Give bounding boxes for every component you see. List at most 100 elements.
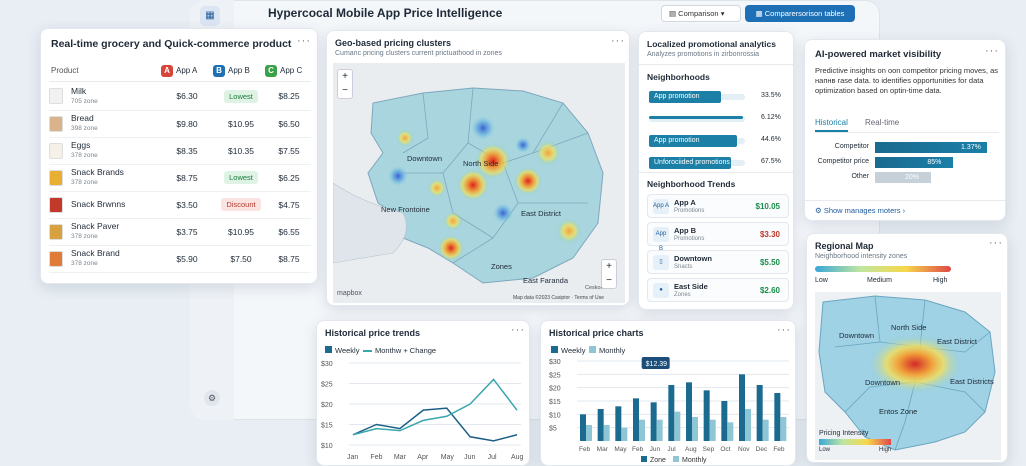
price-app-c: $6.25 bbox=[278, 172, 300, 183]
product-icon bbox=[49, 250, 63, 267]
comparison-dropdown[interactable]: ▤ Comparison ▾ bbox=[661, 5, 741, 22]
trend-row[interactable]: ▯ Downtown Snacts $5.50 bbox=[647, 250, 789, 274]
bar-weekly bbox=[703, 390, 710, 441]
table-row[interactable]: Snack Brand 378 zone $5.90 $7.50 $8.75 bbox=[49, 245, 311, 272]
trend-name: Downtown bbox=[674, 254, 712, 263]
y-tick: $10 bbox=[549, 412, 561, 419]
product-name: Milk bbox=[71, 85, 87, 96]
series-line-1 bbox=[352, 378, 518, 436]
product-zone: 378 zone bbox=[71, 260, 98, 267]
price-app-a: $6.30 bbox=[176, 91, 198, 102]
trend-row[interactable]: App A App A Promotions $10.05 bbox=[647, 194, 789, 218]
x-tick: Jul bbox=[667, 446, 676, 453]
product-zone: 378 zone bbox=[71, 233, 98, 240]
tooltip bbox=[641, 357, 670, 369]
region-label-entos: Entos Zone bbox=[879, 407, 917, 416]
x-tick: Aug bbox=[685, 446, 697, 453]
compare-tables-button[interactable]: ▦ Comparersorison tables bbox=[745, 5, 855, 22]
product-icon bbox=[49, 223, 63, 240]
map-zoom-controls[interactable]: + − bbox=[601, 259, 617, 289]
ai-bar bbox=[875, 142, 987, 153]
price-app-a: $8.35 bbox=[176, 145, 198, 156]
y-tick: $5 bbox=[549, 426, 557, 433]
app-a-icon: A bbox=[161, 65, 173, 77]
ai-bar bbox=[875, 172, 931, 183]
grocery-card: Real-time grocery and Quick-commerce pro… bbox=[40, 28, 318, 284]
zoom-in-button[interactable]: + − bbox=[337, 69, 353, 99]
y-tick: $15 bbox=[549, 399, 561, 406]
table-row[interactable]: Bread 398 zone $9.80 $10.95 $6.50 bbox=[49, 110, 311, 137]
price-app-a: $3.50 bbox=[176, 199, 198, 210]
bar-chart: $30 $25 $20 $15 $10 $5 Feb Mar May Feb Jun Jul Aug Se… bbox=[549, 357, 789, 464]
table-row[interactable]: Milk 705 zone $6.30 Lowest $8.25 bbox=[49, 83, 311, 110]
more-icon[interactable]: ··· bbox=[611, 35, 625, 47]
trend-sub: Promotions bbox=[674, 208, 705, 214]
zoom-out-button[interactable]: − bbox=[342, 85, 348, 96]
table-row[interactable]: Eggs 378 zone $8.35 $10.35 $7.55 bbox=[49, 137, 311, 164]
table-row[interactable]: Snack Paver 378 zone $3.75 $10.95 $6.55 bbox=[49, 218, 311, 245]
promo-bar[interactable]: App promotion bbox=[649, 135, 738, 147]
more-icon[interactable]: ··· bbox=[989, 237, 1003, 249]
bar-weekly bbox=[686, 382, 692, 441]
price-app-b: $10.95 bbox=[228, 118, 254, 129]
more-icon[interactable]: ··· bbox=[985, 45, 999, 57]
col-app-b: B App B bbox=[213, 65, 250, 77]
promo-pct: 44.6% bbox=[761, 136, 781, 143]
price-app-a: $9.80 bbox=[176, 118, 198, 129]
bar-monthly bbox=[692, 417, 698, 441]
x-tick: Oct bbox=[720, 446, 730, 453]
dashboard-icon[interactable]: ▦ bbox=[200, 6, 220, 26]
geo-map[interactable]: Downtown North Side New Frontoine East D… bbox=[333, 63, 625, 303]
legend-monthly: Monthly bbox=[589, 346, 625, 355]
price-app-c: $8.75 bbox=[278, 253, 300, 264]
trend-name: East Side bbox=[674, 282, 708, 291]
x-tick: Jan bbox=[347, 454, 358, 461]
more-icon[interactable]: ··· bbox=[777, 324, 791, 336]
app-icon: App B bbox=[653, 227, 669, 252]
map-label-frontoine: New Frontoine bbox=[381, 205, 430, 214]
more-icon[interactable]: ··· bbox=[297, 35, 311, 47]
product-icon bbox=[49, 88, 63, 105]
price-app-b: Lowest bbox=[224, 89, 258, 103]
trend-row[interactable]: ● East Side Zones $2.60 bbox=[647, 278, 789, 302]
bar-monthly bbox=[674, 411, 681, 441]
bar-monthly bbox=[656, 419, 663, 441]
promo-bar[interactable]: App promotion bbox=[649, 91, 721, 103]
more-icon[interactable]: ··· bbox=[511, 324, 525, 336]
price-app-a: $3.75 bbox=[176, 226, 198, 237]
x-tick: Jun bbox=[650, 446, 661, 453]
geo-card: Geo-based pricing clusters Cumanc pricin… bbox=[326, 30, 630, 306]
settings-icon[interactable]: ⚙ bbox=[204, 390, 220, 406]
promo-bar[interactable]: Unforociided promotions bbox=[649, 157, 731, 169]
regional-map[interactable]: Downtown North Side East District Downto… bbox=[815, 292, 1001, 460]
trends-label: Neighborhood Trends bbox=[647, 179, 736, 189]
legend-weekly: Weekly bbox=[551, 346, 585, 355]
compare-label: Comparersorison tables bbox=[764, 9, 845, 18]
table-row[interactable]: Snack Brwnns $3.50 Discount $4.75 bbox=[49, 191, 311, 218]
trend-row[interactable]: App B App B Promotions $3.30 bbox=[647, 222, 789, 252]
ai-title: AI-powered market visibility bbox=[815, 49, 942, 60]
app-icon: ▯ bbox=[653, 255, 669, 270]
price-app-a: $8.75 bbox=[176, 172, 198, 183]
foot-legend-zone bbox=[641, 456, 647, 462]
promo-pct: 6.12% bbox=[761, 114, 781, 121]
bar-monthly bbox=[745, 409, 751, 441]
region-label-downtown2: Downtown bbox=[865, 378, 900, 387]
map-label-downtown: Downtown bbox=[407, 154, 442, 163]
intensity-gradient bbox=[815, 266, 951, 272]
map-label-ceskore: Ceskore bbox=[585, 285, 605, 291]
trend-value: $2.60 bbox=[759, 286, 780, 295]
x-tick: Mar bbox=[394, 454, 407, 461]
ai-bar-value: 1.37% bbox=[961, 144, 981, 151]
bar-monthly bbox=[621, 427, 628, 441]
show-more-link[interactable]: ⚙ Show manages moters › bbox=[815, 206, 906, 215]
bar-monthly bbox=[603, 425, 610, 441]
table-row[interactable]: Snack Brands 378 zone $8.75 Lowest $6.25 bbox=[49, 164, 311, 191]
tab-historical[interactable]: Historical bbox=[815, 118, 848, 132]
leg-high: High bbox=[879, 447, 892, 453]
foot-monthly: Monthly bbox=[682, 457, 707, 464]
trend-name: App A bbox=[674, 198, 696, 207]
product-name: Snack Brwnns bbox=[71, 199, 126, 209]
tab-real-time[interactable]: Real-time bbox=[865, 118, 900, 127]
bar-monthly bbox=[727, 422, 734, 441]
